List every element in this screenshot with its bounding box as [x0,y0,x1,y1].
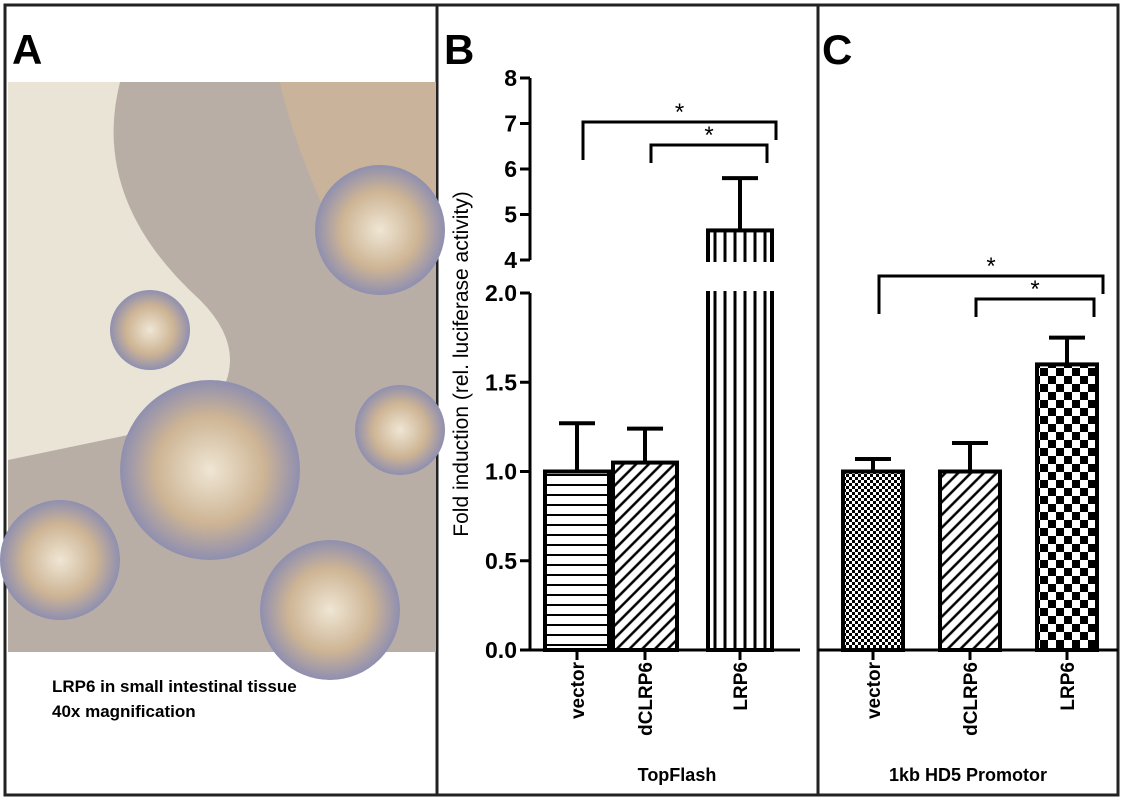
panel-label: B [444,26,474,73]
bar [841,469,905,652]
caption-line: 40x magnification [52,702,196,721]
significance-label: * [1030,276,1039,303]
significance-bracket [649,143,769,163]
x-axis-label: TopFlash [638,765,717,785]
x-tick-label: LRP6 [731,662,752,711]
y-tick-label: 0.5 [485,548,517,574]
y-tick-label: 5 [504,202,517,228]
significance-bracket [877,274,1105,314]
significance-label: * [986,253,995,280]
figure-border [3,3,1120,797]
y-tick-label: 2.0 [485,280,517,306]
y-axis-label: Fold induction (rel. luciferase activity… [450,191,473,536]
y-tick-label: 4 [504,247,517,273]
x-tick-label: vector [568,661,589,719]
significance-bracket [974,297,1096,317]
micrograph [0,82,445,680]
bar [611,460,679,653]
bar [938,469,1002,652]
x-tick-label: vector [864,661,885,719]
caption-line: LRP6 in small intestinal tissue [52,677,297,696]
y-tick-label: 1.5 [485,369,517,395]
panel-label: A [12,26,42,73]
y-tick-label: 1.0 [485,459,517,485]
panel-label: C [822,26,852,73]
axis-break-gap [705,262,775,291]
significance-label: * [704,122,713,149]
bar [706,228,774,653]
x-tick-label: LRP6 [1058,662,1079,711]
significance-bracket [581,120,778,160]
significance-label: * [675,99,684,126]
bar [1035,362,1099,652]
bar [543,469,611,652]
y-tick-label: 6 [504,156,517,182]
x-tick-label: dCLRP6 [961,662,982,736]
y-tick-label: 0.0 [485,637,517,663]
y-tick-label: 8 [504,65,517,91]
y-tick-label: 7 [504,111,517,137]
x-axis-label: 1kb HD5 Promotor [889,765,1047,785]
x-tick-label: dCLRP6 [636,662,657,736]
